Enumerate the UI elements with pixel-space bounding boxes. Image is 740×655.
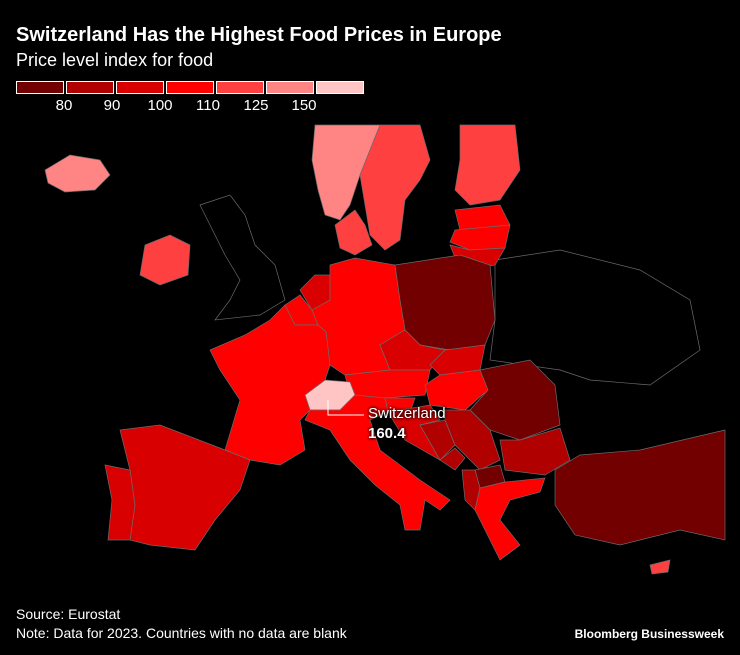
legend-swatch	[216, 81, 264, 94]
legend-swatch	[66, 81, 114, 94]
chart-subtitle: Price level index for food	[16, 50, 214, 70]
legend-tick: 150	[291, 97, 317, 114]
legend-swatch	[266, 81, 314, 94]
legend-tick: 125	[243, 97, 269, 114]
country-ireland	[139, 234, 191, 286]
legend-swatch	[116, 81, 164, 94]
legend-swatch	[16, 81, 64, 94]
legend-tick: 90	[103, 97, 121, 114]
chart-title: Switzerland Has the Highest Food Prices …	[16, 24, 502, 46]
source-note: Source: Eurostat	[16, 606, 121, 622]
country-turkey	[554, 429, 726, 546]
legend-swatch	[316, 81, 364, 94]
legend-tick: 100	[147, 97, 173, 114]
brand-logo: Bloomberg Businessweek	[574, 627, 724, 641]
country-denmark	[334, 209, 373, 256]
callout-value: 160.4	[368, 425, 406, 442]
legend-tick: 80	[55, 97, 73, 114]
country-finland	[454, 124, 521, 206]
country-bulgaria	[499, 427, 571, 476]
country-italy	[304, 394, 451, 531]
country-ukraine	[489, 249, 701, 386]
legend-tick: 110	[196, 97, 220, 114]
legend-ticks: 80 90 100 110 125 150	[16, 97, 356, 115]
callout-country: Switzerland	[368, 405, 446, 422]
country-greece	[474, 477, 546, 561]
country-portugal	[104, 464, 136, 541]
color-legend	[16, 81, 366, 94]
country-montenegro	[439, 447, 466, 471]
legend-swatch	[166, 81, 214, 94]
country-slovakia	[429, 344, 486, 376]
callout-line	[327, 400, 364, 416]
footnote: Note: Data for 2023. Countries with no d…	[16, 625, 347, 641]
country-iceland	[44, 154, 111, 193]
country-cyprus	[649, 559, 671, 575]
country-sweden	[359, 124, 431, 251]
country-uk	[199, 194, 286, 321]
